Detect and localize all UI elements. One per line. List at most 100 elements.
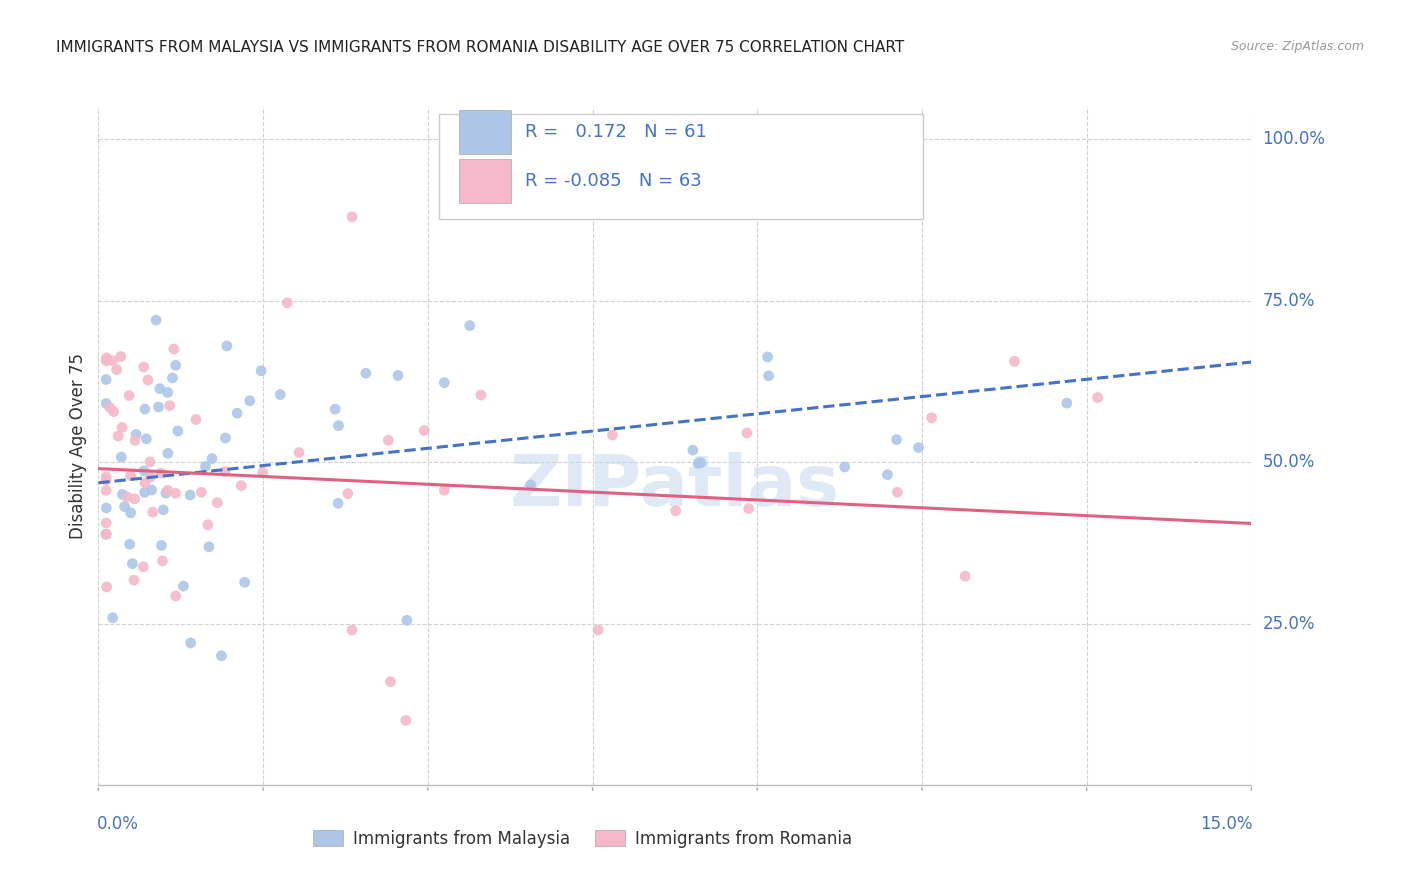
Point: [165, 486, 187, 500]
Point: [96, 501, 118, 516]
FancyBboxPatch shape: [439, 114, 922, 219]
Point: [380, 674, 402, 689]
Text: Source: ZipAtlas.com: Source: ZipAtlas.com: [1230, 40, 1364, 54]
Point: [326, 496, 349, 510]
Point: [155, 486, 177, 500]
Point: [114, 500, 136, 514]
Point: [111, 420, 134, 434]
Point: [152, 503, 174, 517]
Point: [953, 569, 976, 583]
Point: [207, 496, 229, 510]
Point: [758, 368, 780, 383]
Point: [132, 464, 155, 478]
Point: [214, 465, 236, 479]
Text: 75.0%: 75.0%: [1263, 292, 1315, 310]
Text: 0.0%: 0.0%: [97, 815, 139, 833]
Point: [132, 559, 155, 574]
Point: [395, 613, 418, 627]
Point: [269, 387, 291, 401]
Point: [94, 527, 117, 541]
Point: [110, 450, 132, 464]
Point: [231, 478, 253, 492]
Point: [163, 342, 186, 356]
Point: [190, 485, 212, 500]
Point: [94, 516, 117, 530]
Point: [907, 441, 929, 455]
Point: [519, 478, 541, 492]
Point: [96, 580, 118, 594]
Point: [737, 501, 759, 516]
Point: [387, 368, 409, 383]
Point: [201, 451, 224, 466]
Point: [122, 573, 145, 587]
Point: [110, 350, 132, 364]
Point: [148, 400, 170, 414]
Point: [470, 388, 492, 402]
Point: [120, 468, 142, 483]
Point: [94, 470, 117, 484]
Point: [165, 589, 187, 603]
Point: [134, 402, 156, 417]
Point: [665, 504, 688, 518]
Point: [121, 557, 143, 571]
Point: [156, 483, 179, 498]
Point: [834, 459, 856, 474]
Point: [101, 353, 124, 368]
Text: R =   0.172   N = 61: R = 0.172 N = 61: [524, 123, 707, 141]
Point: [184, 412, 207, 426]
Point: [756, 350, 779, 364]
Point: [686, 456, 709, 470]
Bar: [460, 110, 512, 153]
Point: [886, 485, 908, 500]
Point: [226, 406, 249, 420]
Point: [98, 401, 121, 415]
Point: [323, 402, 346, 417]
Point: [159, 399, 181, 413]
Point: [156, 385, 179, 400]
Point: [136, 373, 159, 387]
Point: [252, 465, 274, 479]
Point: [458, 318, 481, 333]
Point: [94, 527, 117, 541]
Point: [198, 540, 221, 554]
Point: [139, 455, 162, 469]
Point: [735, 425, 758, 440]
Point: [1056, 396, 1078, 410]
Text: 50.0%: 50.0%: [1263, 453, 1315, 471]
Text: ZIPatlas: ZIPatlas: [510, 452, 839, 521]
Text: R = -0.085   N = 63: R = -0.085 N = 63: [524, 172, 702, 190]
Point: [1004, 354, 1026, 368]
Point: [94, 396, 117, 410]
Point: [433, 483, 456, 498]
Point: [135, 432, 157, 446]
Point: [96, 351, 118, 365]
Point: [239, 393, 262, 408]
Text: IMMIGRANTS FROM MALAYSIA VS IMMIGRANTS FROM ROMANIA DISABILITY AGE OVER 75 CORRE: IMMIGRANTS FROM MALAYSIA VS IMMIGRANTS F…: [56, 40, 904, 55]
Point: [150, 539, 173, 553]
Point: [354, 366, 377, 380]
Point: [886, 433, 908, 447]
Point: [162, 371, 184, 385]
Point: [194, 459, 217, 474]
Y-axis label: Disability Age Over 75: Disability Age Over 75: [69, 353, 87, 539]
Point: [139, 470, 162, 484]
Point: [103, 404, 125, 418]
Point: [876, 467, 898, 482]
Point: [101, 611, 124, 625]
Point: [145, 313, 167, 327]
Point: [124, 434, 146, 448]
Point: [165, 359, 187, 373]
Point: [1087, 391, 1109, 405]
Point: [115, 490, 138, 504]
Point: [197, 517, 219, 532]
Point: [682, 443, 704, 458]
Point: [94, 483, 117, 498]
Point: [233, 575, 256, 590]
Bar: [460, 159, 512, 203]
Point: [105, 362, 128, 376]
Point: [328, 418, 350, 433]
Point: [107, 429, 129, 443]
Point: [94, 353, 117, 368]
Point: [156, 446, 179, 460]
Point: [124, 491, 146, 506]
